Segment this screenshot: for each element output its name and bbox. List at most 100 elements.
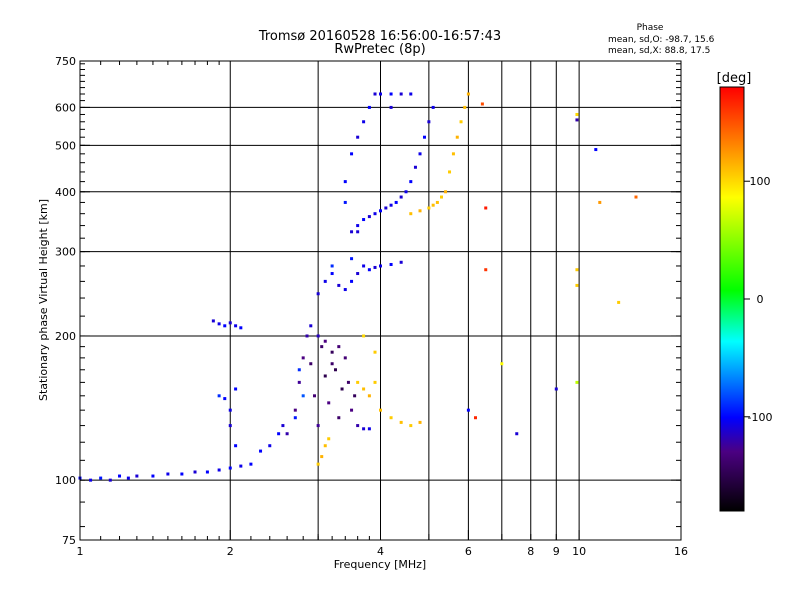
data-point: [389, 262, 393, 266]
data-point: [418, 209, 422, 213]
axis-ticks: [79, 60, 682, 541]
data-point: [228, 321, 232, 325]
data-point: [451, 152, 455, 156]
data-point: [281, 424, 285, 428]
data-point: [356, 380, 360, 384]
data-point: [356, 224, 360, 228]
data-point: [394, 200, 398, 204]
data-point: [316, 462, 320, 466]
data-point: [135, 474, 139, 478]
x-tick-label: 10: [572, 545, 586, 558]
data-point: [362, 427, 366, 431]
x-tick-label: 6: [465, 545, 472, 558]
data-point: [327, 401, 331, 405]
data-point: [409, 180, 413, 184]
data-point: [301, 394, 305, 398]
data-point: [634, 195, 638, 199]
data-point: [293, 416, 297, 420]
data-point: [389, 105, 393, 109]
data-point: [399, 420, 403, 424]
data-point: [473, 416, 477, 420]
data-point: [151, 474, 155, 478]
data-point: [327, 437, 331, 441]
data-point: [297, 380, 301, 384]
data-point: [399, 195, 403, 199]
data-point: [373, 350, 377, 354]
data-point: [617, 300, 621, 304]
data-point: [309, 324, 313, 328]
data-point: [108, 478, 112, 482]
data-point: [459, 120, 463, 124]
data-point: [575, 118, 579, 122]
data-point: [373, 92, 377, 96]
data-point: [466, 408, 470, 412]
data-point: [99, 476, 103, 480]
x-tick-labels: 1 2 4 6 10 16 8 9: [77, 545, 689, 558]
data-point: [268, 444, 272, 448]
data-point: [484, 206, 488, 210]
plot-frame: [79, 60, 682, 541]
data-point: [373, 380, 377, 384]
y-tick-label: 200: [55, 330, 76, 343]
data-point: [301, 356, 305, 360]
data-point: [356, 230, 360, 234]
data-point: [362, 218, 366, 222]
data-point: [350, 408, 354, 412]
data-point: [234, 387, 238, 391]
data-point: [118, 474, 122, 478]
data-point: [333, 368, 337, 372]
data-point: [418, 420, 422, 424]
data-point: [384, 206, 388, 210]
data-point: [343, 356, 347, 360]
data-point: [440, 195, 444, 199]
data-point: [323, 374, 327, 378]
data-point: [379, 408, 382, 412]
data-point: [373, 265, 377, 269]
data-point: [367, 268, 371, 272]
data-point: [515, 432, 519, 436]
data-point: [389, 203, 393, 207]
data-point: [575, 283, 579, 287]
data-point: [293, 408, 297, 412]
chart-subtitle: RwPretec (8p): [334, 42, 425, 57]
data-point: [249, 462, 253, 466]
data-point: [554, 387, 558, 391]
data-point: [444, 190, 448, 194]
x-axis-label: Frequency [MHz]: [334, 558, 426, 571]
data-point: [343, 180, 347, 184]
data-point: [205, 470, 209, 474]
data-point: [463, 105, 467, 109]
data-point: [389, 92, 393, 96]
data-point: [193, 470, 197, 474]
data-point: [330, 272, 334, 276]
data-point: [180, 472, 184, 476]
data-point: [362, 387, 366, 391]
data-point: [126, 476, 130, 480]
data-point: [297, 368, 301, 372]
data-point: [431, 105, 435, 109]
x-tick-label: 2: [227, 545, 234, 558]
colorbar-label: [deg]: [717, 71, 752, 86]
data-point: [409, 424, 413, 428]
data-point: [422, 135, 426, 139]
data-points: [78, 92, 638, 482]
data-point: [320, 345, 324, 349]
colorbar-tick-label: -100: [748, 411, 773, 424]
data-point: [312, 394, 316, 398]
data-point: [305, 334, 309, 338]
data-point: [598, 200, 602, 204]
phase-info-o: mean, sd,O: -98.7, 15.6: [608, 35, 715, 45]
data-point: [330, 362, 334, 366]
y-axis-label: Stationary phase Virtual Height [km]: [37, 199, 50, 401]
x-tick-label: 9: [553, 545, 560, 558]
data-point: [223, 324, 227, 328]
y-tick-label: 600: [55, 101, 76, 114]
data-point: [285, 432, 289, 436]
data-point: [594, 148, 598, 152]
data-point: [379, 209, 382, 213]
phase-info-title: Phase: [637, 23, 664, 33]
data-point: [379, 264, 382, 268]
data-point: [217, 468, 221, 472]
data-point: [427, 206, 431, 210]
